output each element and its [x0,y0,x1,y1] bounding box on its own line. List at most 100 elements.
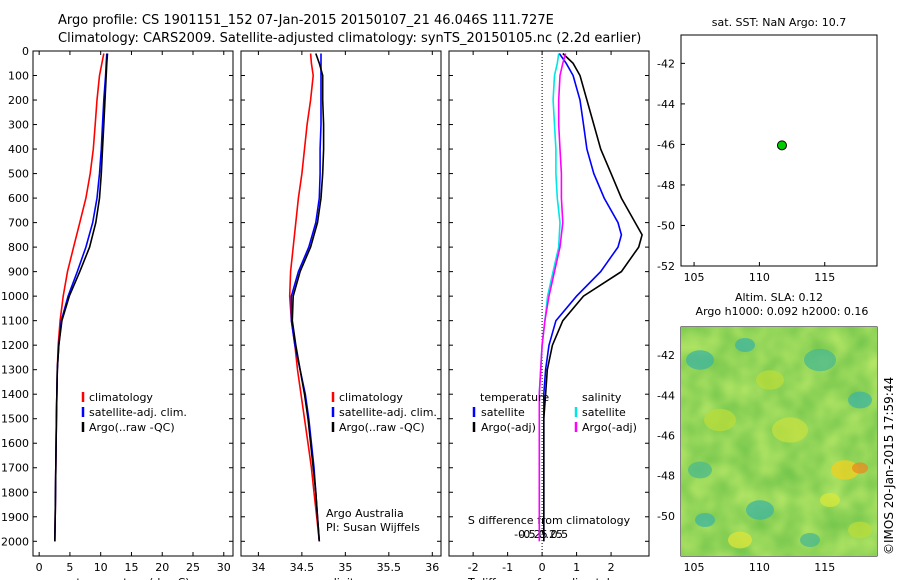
x-tick-label: 35 [338,561,352,574]
sla-texture-blob [688,461,712,479]
y-tick-label: 800 [8,241,29,254]
y-tick-label: 1400 [1,388,29,401]
annotation-line-1: Argo Australia [326,507,404,520]
sst-map-title: sat. SST: NaN Argo: 10.7 [712,16,846,29]
x-tick-label: 30 [217,561,231,574]
sla-texture-blob [704,408,736,432]
plot-frame [448,50,650,557]
difference-panel: -2 -1 0 1 2 T difference from climatology -0.5… [448,50,650,580]
legend-label: Argo(..raw -QC) [89,421,175,434]
sla-texture-blob [746,500,774,520]
legend: climatology satellite-adj. clim. Argo(..ra… [331,391,437,434]
y-tick-label: 900 [8,266,29,279]
annotation-line-2: PI: Susan Wijffels [326,521,420,534]
y-tick-label: -50 [657,219,675,232]
legend-label: satellite-adj. clim. [339,406,437,419]
y-tick-label: 0 [22,45,29,58]
y-tick-label: -48 [657,179,675,192]
x2-tick-label: 0.5 [551,528,569,541]
sla-texture-blob [848,391,872,409]
difference-legend: temperature salinity satellite Argo(-adj) sa… [472,391,637,434]
sla-texture-blob [756,370,784,390]
y-tick-label: 1600 [1,437,29,450]
sla-texture-blob [831,460,859,480]
legend: climatology satellite-adj. clim. Argo(..ra… [81,391,187,434]
x-tick-label: 1 [573,561,580,574]
x-tick-label: 10 [94,561,108,574]
legend-title: salinity [582,391,622,404]
x-tick-label: 115 [814,271,835,284]
x-tick-label: 0 [539,561,546,574]
x-tick-label: 110 [749,561,770,574]
x2-axis-label: S difference from climatology [468,514,631,527]
y-tick-label: -52 [657,260,675,273]
x-tick-label: 15 [124,561,138,574]
y-tick-label: -42 [657,57,675,70]
side-copyright-label: ©IMOS 20-Jan-2015 17:59:44 [882,377,896,555]
sla-texture-blob [772,417,808,443]
y-tick-label: 1300 [1,364,29,377]
x-tick-label: 110 [749,271,770,284]
legend-label: Argo(-adj) [481,421,536,434]
plot-frame [32,50,234,557]
salinity-panel: 34 34.5 35 35.5 36 salinity [240,50,442,580]
sla-texture-blob [820,493,840,507]
y-tick-label: 2000 [1,535,29,548]
map-frame [680,34,878,267]
y-tick-label: -44 [657,389,675,402]
y-tick-label: 1000 [1,290,29,303]
y-tick-label: 1800 [1,486,29,499]
x-tick-label: 105 [684,561,705,574]
series-line-argo-raw-qc- [291,53,325,542]
y-tick-label: 600 [8,192,29,205]
sla-texture-blob [695,513,715,527]
y-tick-label: 200 [8,94,29,107]
legend-label: satellite [582,406,626,419]
header-line-2: Climatology: CARS2009. Satellite-adjuste… [58,31,641,46]
series-line-climatology [288,53,321,542]
temperature-panel: 0100200300400500600700800900100011001200… [1,45,234,580]
y-tick-label: 1100 [1,315,29,328]
x-tick-label: 34 [251,561,265,574]
y-tick-label: 1500 [1,413,29,426]
legend-label: climatology [339,391,403,404]
y-tick-label: 1700 [1,462,29,475]
x-tick-label: 36 [425,561,439,574]
legend-label: climatology [89,391,153,404]
profile-location-marker [776,140,787,151]
x-tick-label: 2 [608,561,615,574]
x-axis-label: temperature (deg C) [76,576,189,580]
y-tick-label: 500 [8,168,29,181]
x-tick-label: 0 [36,561,43,574]
x-tick-label: 35.5 [377,561,402,574]
x-axis-label: T difference from climatology [467,576,630,580]
sla-map-title-1: Altim. SLA: 0.12 [735,291,823,304]
header-line-1: Argo profile: CS 1901151_152 07-Jan-2015… [58,13,554,28]
sla-map-title-2: Argo h1000: 0.092 h2000: 0.16 [696,305,869,318]
x-tick-label: -2 [468,561,479,574]
plot-frame [240,50,442,557]
sla-texture-blob [800,533,820,547]
y-tick-label: 300 [8,119,29,132]
legend-label: Argo(..raw -QC) [339,421,425,434]
sla-texture-blob [686,350,714,370]
legend-label: satellite-adj. clim. [89,406,187,419]
sla-map: 105 110 115 -50 -48 -46 -44 -42 [657,326,878,574]
sla-texture-blob [728,531,752,549]
series-line-argo-raw-qc- [54,53,109,542]
legend-label: Argo(-adj) [582,421,637,434]
sla-texture-blob [804,348,836,372]
x-tick-label: 115 [814,561,835,574]
sla-texture-blob [735,338,755,352]
y-tick-label: -50 [657,510,675,523]
x2-tick-label: -0.25 [519,528,547,541]
x-tick-label: 25 [186,561,200,574]
y-tick-label: -46 [657,429,675,442]
series-line-salinity-argo-adj- [538,53,567,542]
x-axis-label: salinity [321,576,361,580]
y-tick-label: 400 [8,143,29,156]
sla-texture-blob [852,462,868,474]
x2-tick-label: -0.5 [514,528,535,541]
y-tick-label: 700 [8,217,29,230]
